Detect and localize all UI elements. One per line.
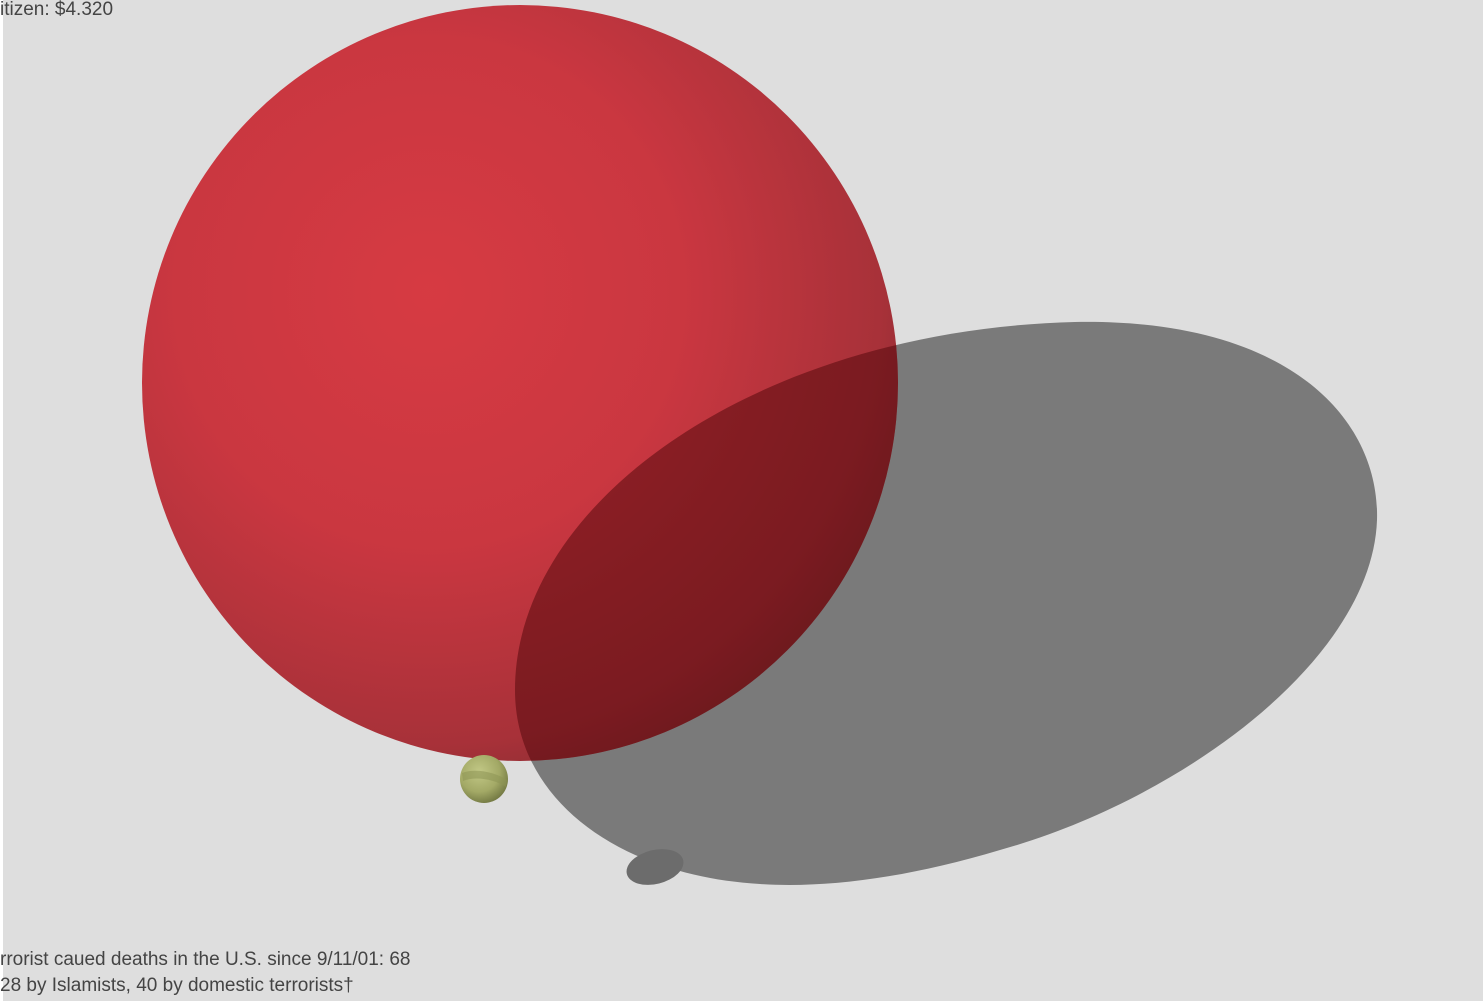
bottom-caption-line-2: 28 by Islamists, 40 by domestic terroris… [0,975,354,996]
left-edge-strip [0,0,3,1001]
top-caption-text: itizen: $4.320 [0,0,114,20]
bottom-caption-line-1: rrorist caued deaths in the U.S. since 9… [0,949,411,970]
olive-sphere-band [462,770,507,787]
top-caption: itizen: $4.320 [0,0,113,23]
small-sphere-shadow [626,849,684,885]
bottom-caption: rrorist caued deaths in the U.S. since 9… [0,947,411,999]
